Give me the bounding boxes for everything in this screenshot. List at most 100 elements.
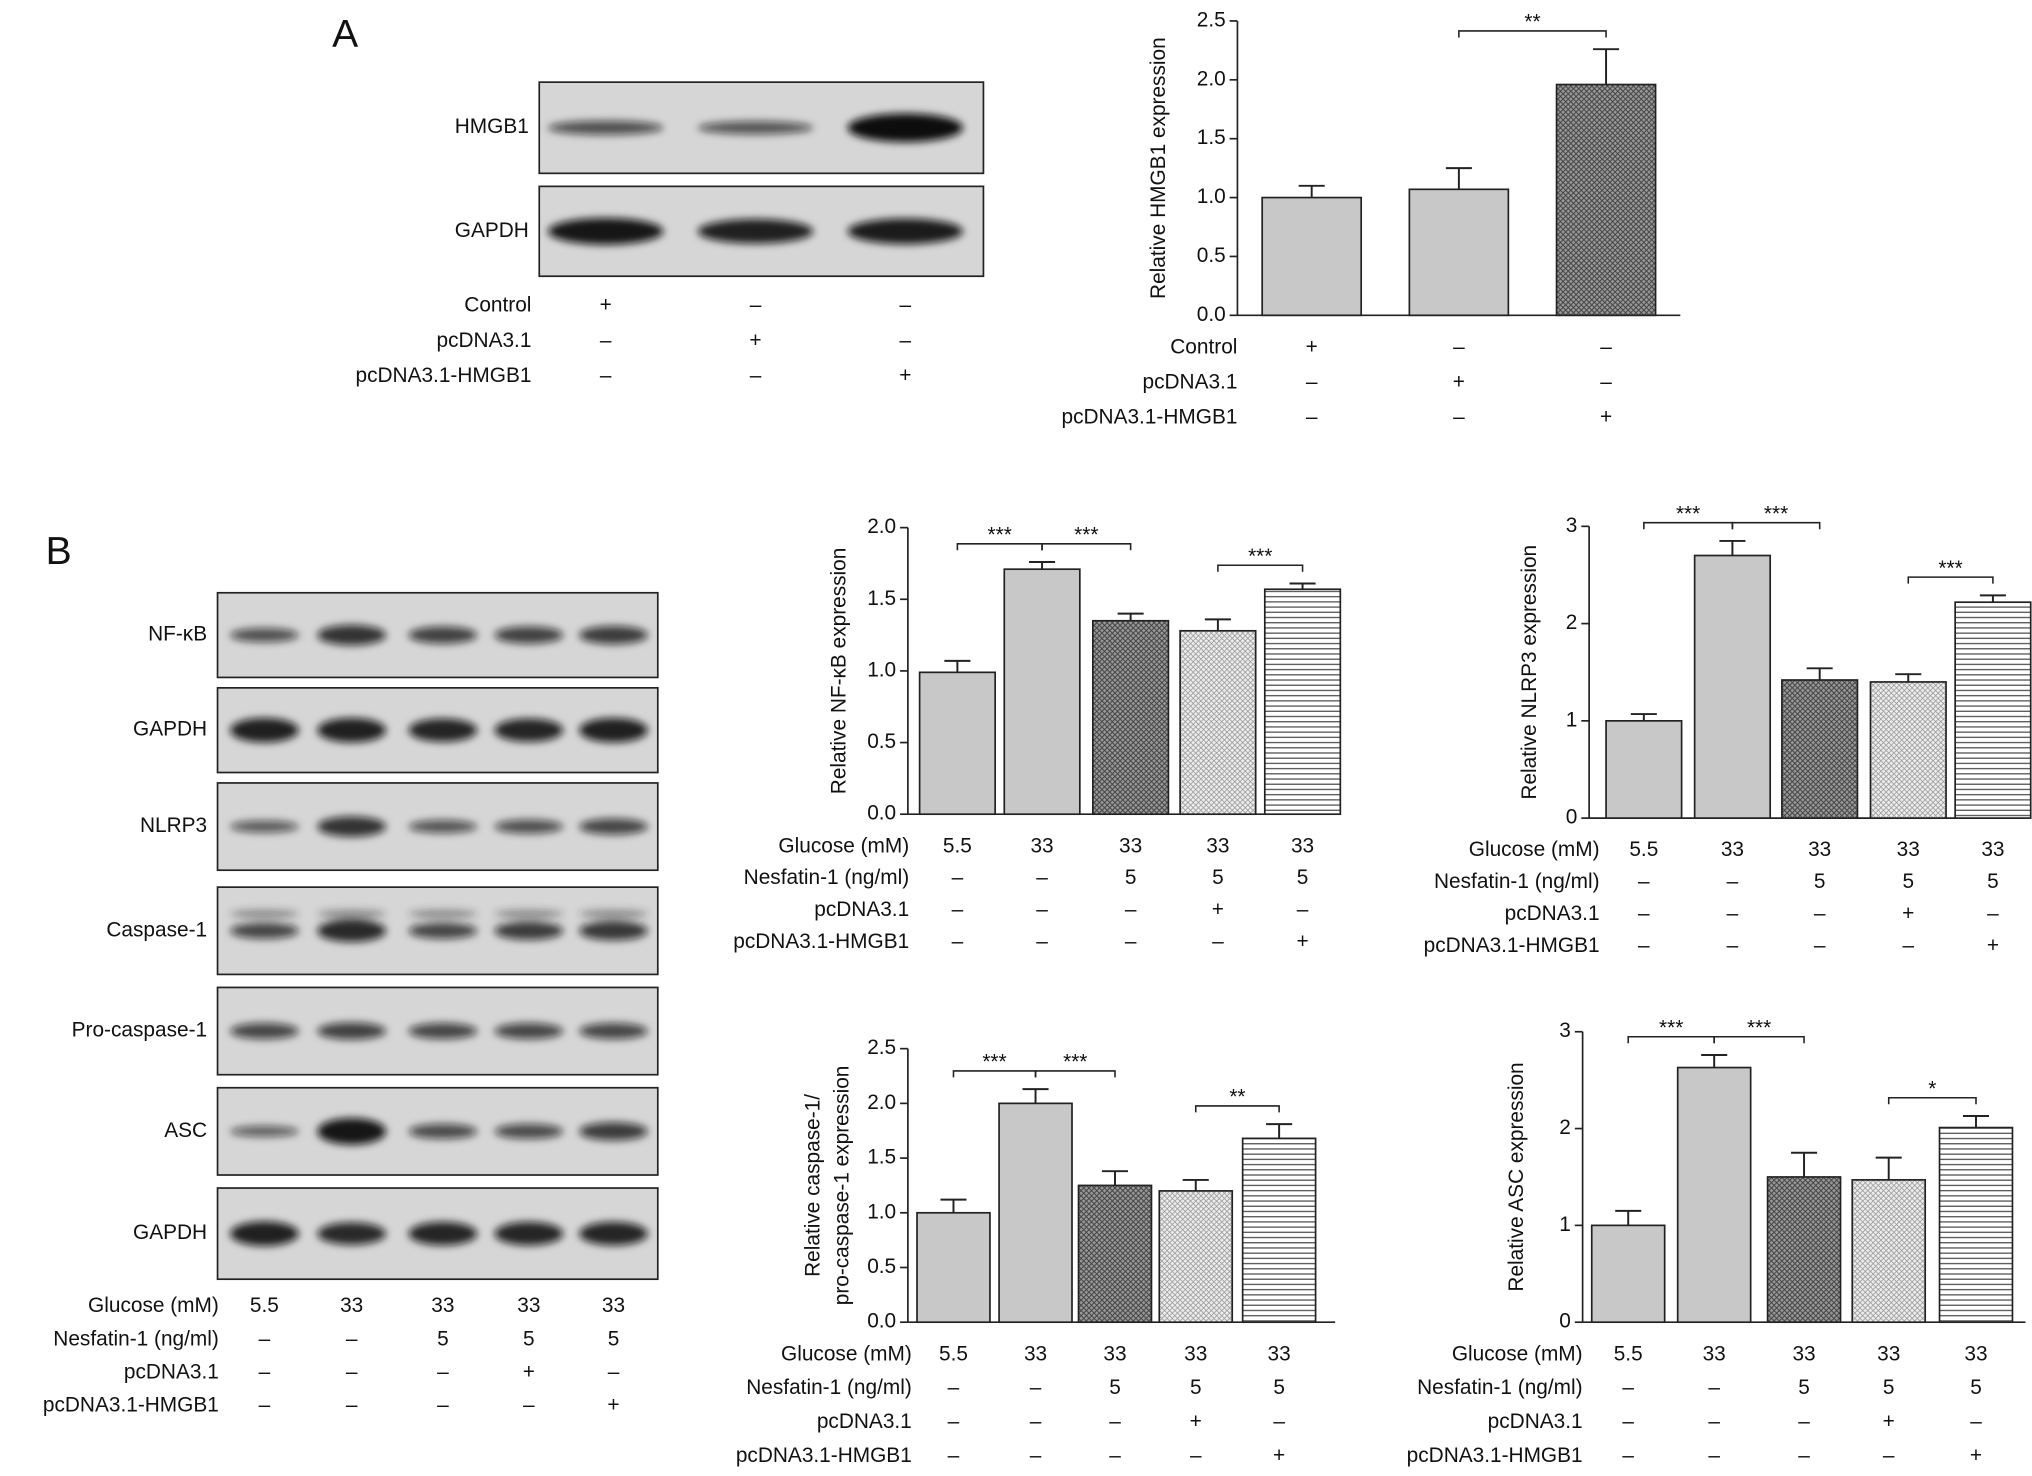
- condition-mark: +: [1306, 335, 1318, 358]
- bar: [1605, 720, 1683, 819]
- condition-mark: –: [1030, 1444, 1042, 1467]
- significance-bracket: [1194, 1105, 1280, 1113]
- significance-label: ***: [1747, 1016, 1771, 1039]
- significance-label: ***: [1074, 523, 1098, 546]
- blot-bands: [230, 1022, 648, 1040]
- condition-mark: –: [1600, 371, 1612, 394]
- condition-mark: –: [899, 294, 911, 317]
- error-bar: [1593, 48, 1620, 85]
- blot-band: [230, 1023, 299, 1040]
- panel-label: A: [332, 13, 358, 56]
- condition-mark: –: [750, 364, 762, 387]
- blot-label: Caspase-1: [106, 918, 207, 941]
- condition-mark: 33: [1721, 838, 1744, 861]
- blot-band: [408, 922, 478, 939]
- condition-mark: 33: [1024, 1342, 1047, 1365]
- error-bar: [1979, 594, 2006, 603]
- condition-mark: –: [1306, 371, 1318, 394]
- condition-label: Glucose (mM): [778, 834, 909, 857]
- condition-mark: –: [600, 329, 612, 352]
- condition-mark: –: [608, 1361, 620, 1384]
- significance-label: ***: [1659, 1016, 1683, 1039]
- condition-label: pcDNA3.1: [1505, 902, 1600, 925]
- blot-band: [579, 717, 648, 743]
- significance-bracket: [1713, 1035, 1805, 1044]
- condition-mark: –: [1273, 1410, 1285, 1433]
- y-tick-label: 2.5: [867, 1036, 896, 1059]
- y-tick-label: 2.0: [867, 515, 896, 538]
- y-tick-label: 0.5: [867, 730, 896, 753]
- condition-mark: –: [1036, 930, 1048, 953]
- condition-mark: +: [1883, 1410, 1895, 1433]
- y-tick-label: 0: [1566, 806, 1578, 829]
- error-bar: [1701, 1053, 1728, 1068]
- bar: [1766, 1176, 1842, 1324]
- blot-bands: [230, 1118, 648, 1145]
- condition-mark: –: [1030, 1410, 1042, 1433]
- error-bar: [1445, 167, 1472, 190]
- condition-mark: +: [1273, 1444, 1285, 1467]
- condition-label: Nesfatin-1 (ng/ml): [1434, 870, 1600, 893]
- condition-mark: –: [1622, 1410, 1634, 1433]
- condition-mark: 33: [1964, 1342, 1987, 1365]
- error-bar: [1962, 1114, 1990, 1128]
- significance-label: ***: [982, 1051, 1006, 1074]
- condition-mark: 33: [1981, 838, 2004, 861]
- condition-mark: –: [1814, 934, 1826, 957]
- blot-label: GAPDH: [133, 1221, 207, 1244]
- condition-mark: –: [1453, 406, 1465, 429]
- condition-mark: –: [1727, 934, 1739, 957]
- condition-mark: +: [600, 294, 612, 317]
- error-bar: [1630, 713, 1657, 721]
- blot-band: [317, 1222, 387, 1245]
- error-bar: [1204, 618, 1231, 631]
- condition-mark: 5: [523, 1327, 535, 1350]
- condition-mark: 5: [1297, 866, 1309, 889]
- bar: [1158, 1190, 1234, 1324]
- blot-band: [494, 1023, 564, 1040]
- blot-band: [230, 628, 299, 643]
- condition-mark: –: [750, 294, 762, 317]
- blot-band: [494, 718, 564, 742]
- condition-label: pcDNA3.1: [817, 1410, 912, 1433]
- bar: [1241, 1137, 1317, 1324]
- significance-label: ***: [1063, 1051, 1087, 1074]
- y-tick-label: 0.0: [867, 802, 896, 825]
- error-bar: [1791, 1151, 1818, 1177]
- blot-band: [408, 909, 478, 918]
- blot-band: [494, 921, 564, 940]
- condition-mark: 33: [1703, 1342, 1726, 1365]
- condition-mark: –: [1453, 335, 1465, 358]
- blot-band: [697, 121, 814, 135]
- bar: [916, 1211, 991, 1324]
- error-bar: [1875, 1156, 1902, 1180]
- bar: [918, 671, 997, 816]
- y-axis-label: Relative NLRP3 expression: [1518, 545, 1541, 800]
- condition-mark: –: [259, 1327, 271, 1350]
- condition-mark: –: [523, 1394, 535, 1417]
- blot-label: ASC: [164, 1119, 207, 1142]
- blot-band: [317, 1022, 387, 1040]
- condition-mark: –: [1987, 902, 1999, 925]
- condition-mark: –: [952, 898, 964, 921]
- bar: [1590, 1224, 1666, 1324]
- significance-bracket: [1907, 576, 1994, 584]
- condition-mark: –: [1622, 1444, 1634, 1467]
- blot-band: [230, 1125, 299, 1137]
- blot-band: [547, 120, 664, 135]
- condition-mark: –: [1306, 406, 1318, 429]
- blot-band: [317, 624, 387, 646]
- bar: [1077, 1184, 1153, 1324]
- blot-bands: [547, 218, 964, 245]
- condition-label: pcDNA3.1: [124, 1361, 219, 1384]
- significance-label: ***: [1248, 545, 1272, 568]
- condition-mark: –: [1814, 902, 1826, 925]
- blot-band: [317, 1118, 387, 1145]
- condition-mark: +: [607, 1394, 619, 1417]
- blot-band: [579, 625, 648, 645]
- condition-mark: 33: [1030, 834, 1053, 857]
- condition-mark: 33: [602, 1294, 625, 1317]
- condition-mark: –: [1638, 934, 1650, 957]
- blot-band: [579, 1221, 648, 1246]
